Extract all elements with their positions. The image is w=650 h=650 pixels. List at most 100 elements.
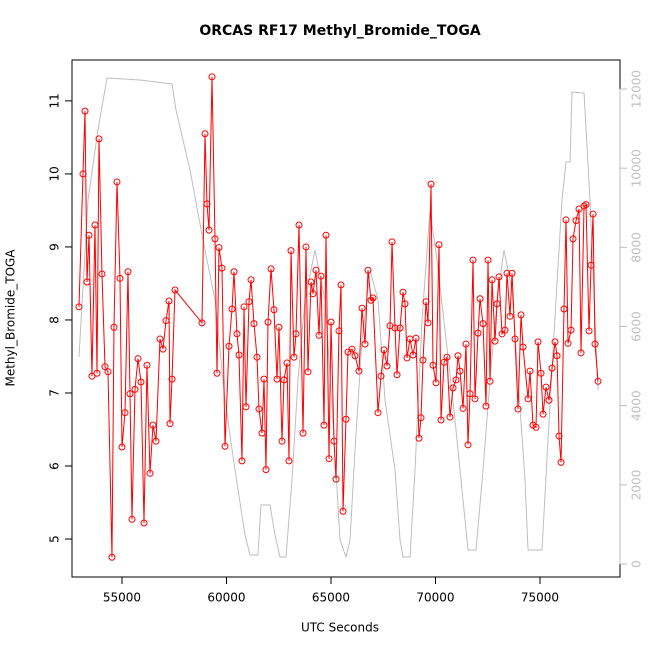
point xyxy=(134,355,142,363)
point xyxy=(208,73,216,81)
point xyxy=(262,466,270,474)
point xyxy=(526,367,534,375)
point xyxy=(462,340,470,348)
point xyxy=(110,323,118,331)
point xyxy=(126,390,134,398)
point xyxy=(79,170,87,178)
point xyxy=(335,327,343,335)
point xyxy=(317,272,325,280)
point xyxy=(555,432,563,440)
point xyxy=(309,290,317,298)
point xyxy=(218,264,226,272)
point xyxy=(553,352,561,360)
point xyxy=(290,353,298,361)
point xyxy=(493,300,501,308)
point xyxy=(128,515,136,523)
point xyxy=(401,300,409,308)
point xyxy=(393,371,401,379)
point xyxy=(342,415,350,423)
y-tick-label: 6 xyxy=(48,462,62,470)
point xyxy=(295,221,303,229)
point xyxy=(140,519,148,527)
point xyxy=(534,338,542,346)
point xyxy=(572,217,580,225)
y-tick-label: 5 xyxy=(48,535,62,543)
point xyxy=(412,334,420,342)
point xyxy=(484,256,492,264)
point xyxy=(332,475,340,483)
point xyxy=(361,340,369,348)
point xyxy=(149,421,157,429)
point xyxy=(501,326,509,334)
point xyxy=(560,305,568,313)
point xyxy=(427,180,435,188)
point xyxy=(537,369,545,377)
point xyxy=(327,318,335,326)
point xyxy=(104,368,112,376)
point xyxy=(124,268,132,276)
point xyxy=(228,305,236,313)
point xyxy=(75,303,83,311)
y2-tick-label: 4000 xyxy=(630,390,644,421)
point xyxy=(215,244,223,252)
point xyxy=(476,295,484,303)
y-tick-label: 10 xyxy=(48,166,62,181)
point xyxy=(446,413,454,421)
point xyxy=(159,345,167,353)
point xyxy=(435,241,443,249)
point xyxy=(374,409,382,417)
point xyxy=(203,200,211,208)
point xyxy=(168,375,176,383)
point xyxy=(471,395,479,403)
point xyxy=(491,337,499,345)
point xyxy=(238,457,246,465)
x-tick-label: 55000 xyxy=(103,591,141,605)
point xyxy=(348,345,356,353)
point xyxy=(514,405,522,413)
point xyxy=(337,281,345,289)
point xyxy=(486,377,494,385)
point xyxy=(285,457,293,465)
point xyxy=(424,319,432,327)
point xyxy=(399,288,407,296)
point xyxy=(225,342,233,350)
point xyxy=(459,404,467,412)
point xyxy=(205,226,213,234)
point xyxy=(482,402,490,410)
point xyxy=(253,353,261,361)
point xyxy=(108,553,116,561)
y2-tick-label: 8000 xyxy=(630,232,644,263)
point xyxy=(440,358,448,366)
point xyxy=(211,235,219,243)
y2-tick-label: 2000 xyxy=(630,470,644,501)
point xyxy=(582,201,590,209)
point xyxy=(245,298,253,306)
point xyxy=(495,273,503,281)
x-axis-label: UTC Seconds xyxy=(301,621,379,635)
point xyxy=(551,338,559,346)
point xyxy=(580,202,588,210)
point xyxy=(383,362,391,370)
point xyxy=(594,377,602,385)
point xyxy=(519,343,527,351)
point xyxy=(143,361,151,369)
point xyxy=(101,363,109,371)
point xyxy=(429,361,437,369)
point xyxy=(83,278,91,286)
point xyxy=(545,396,553,404)
point xyxy=(152,437,160,445)
point xyxy=(351,352,359,360)
point xyxy=(419,356,427,364)
point xyxy=(456,367,464,375)
point xyxy=(474,329,482,337)
point xyxy=(273,375,281,383)
point xyxy=(81,107,89,115)
y2-tick-label: 10000 xyxy=(630,149,644,187)
point xyxy=(417,414,425,422)
point xyxy=(548,364,556,372)
point xyxy=(258,429,266,437)
point xyxy=(454,352,462,360)
point xyxy=(524,395,532,403)
y-tick-label: 9 xyxy=(48,243,62,251)
